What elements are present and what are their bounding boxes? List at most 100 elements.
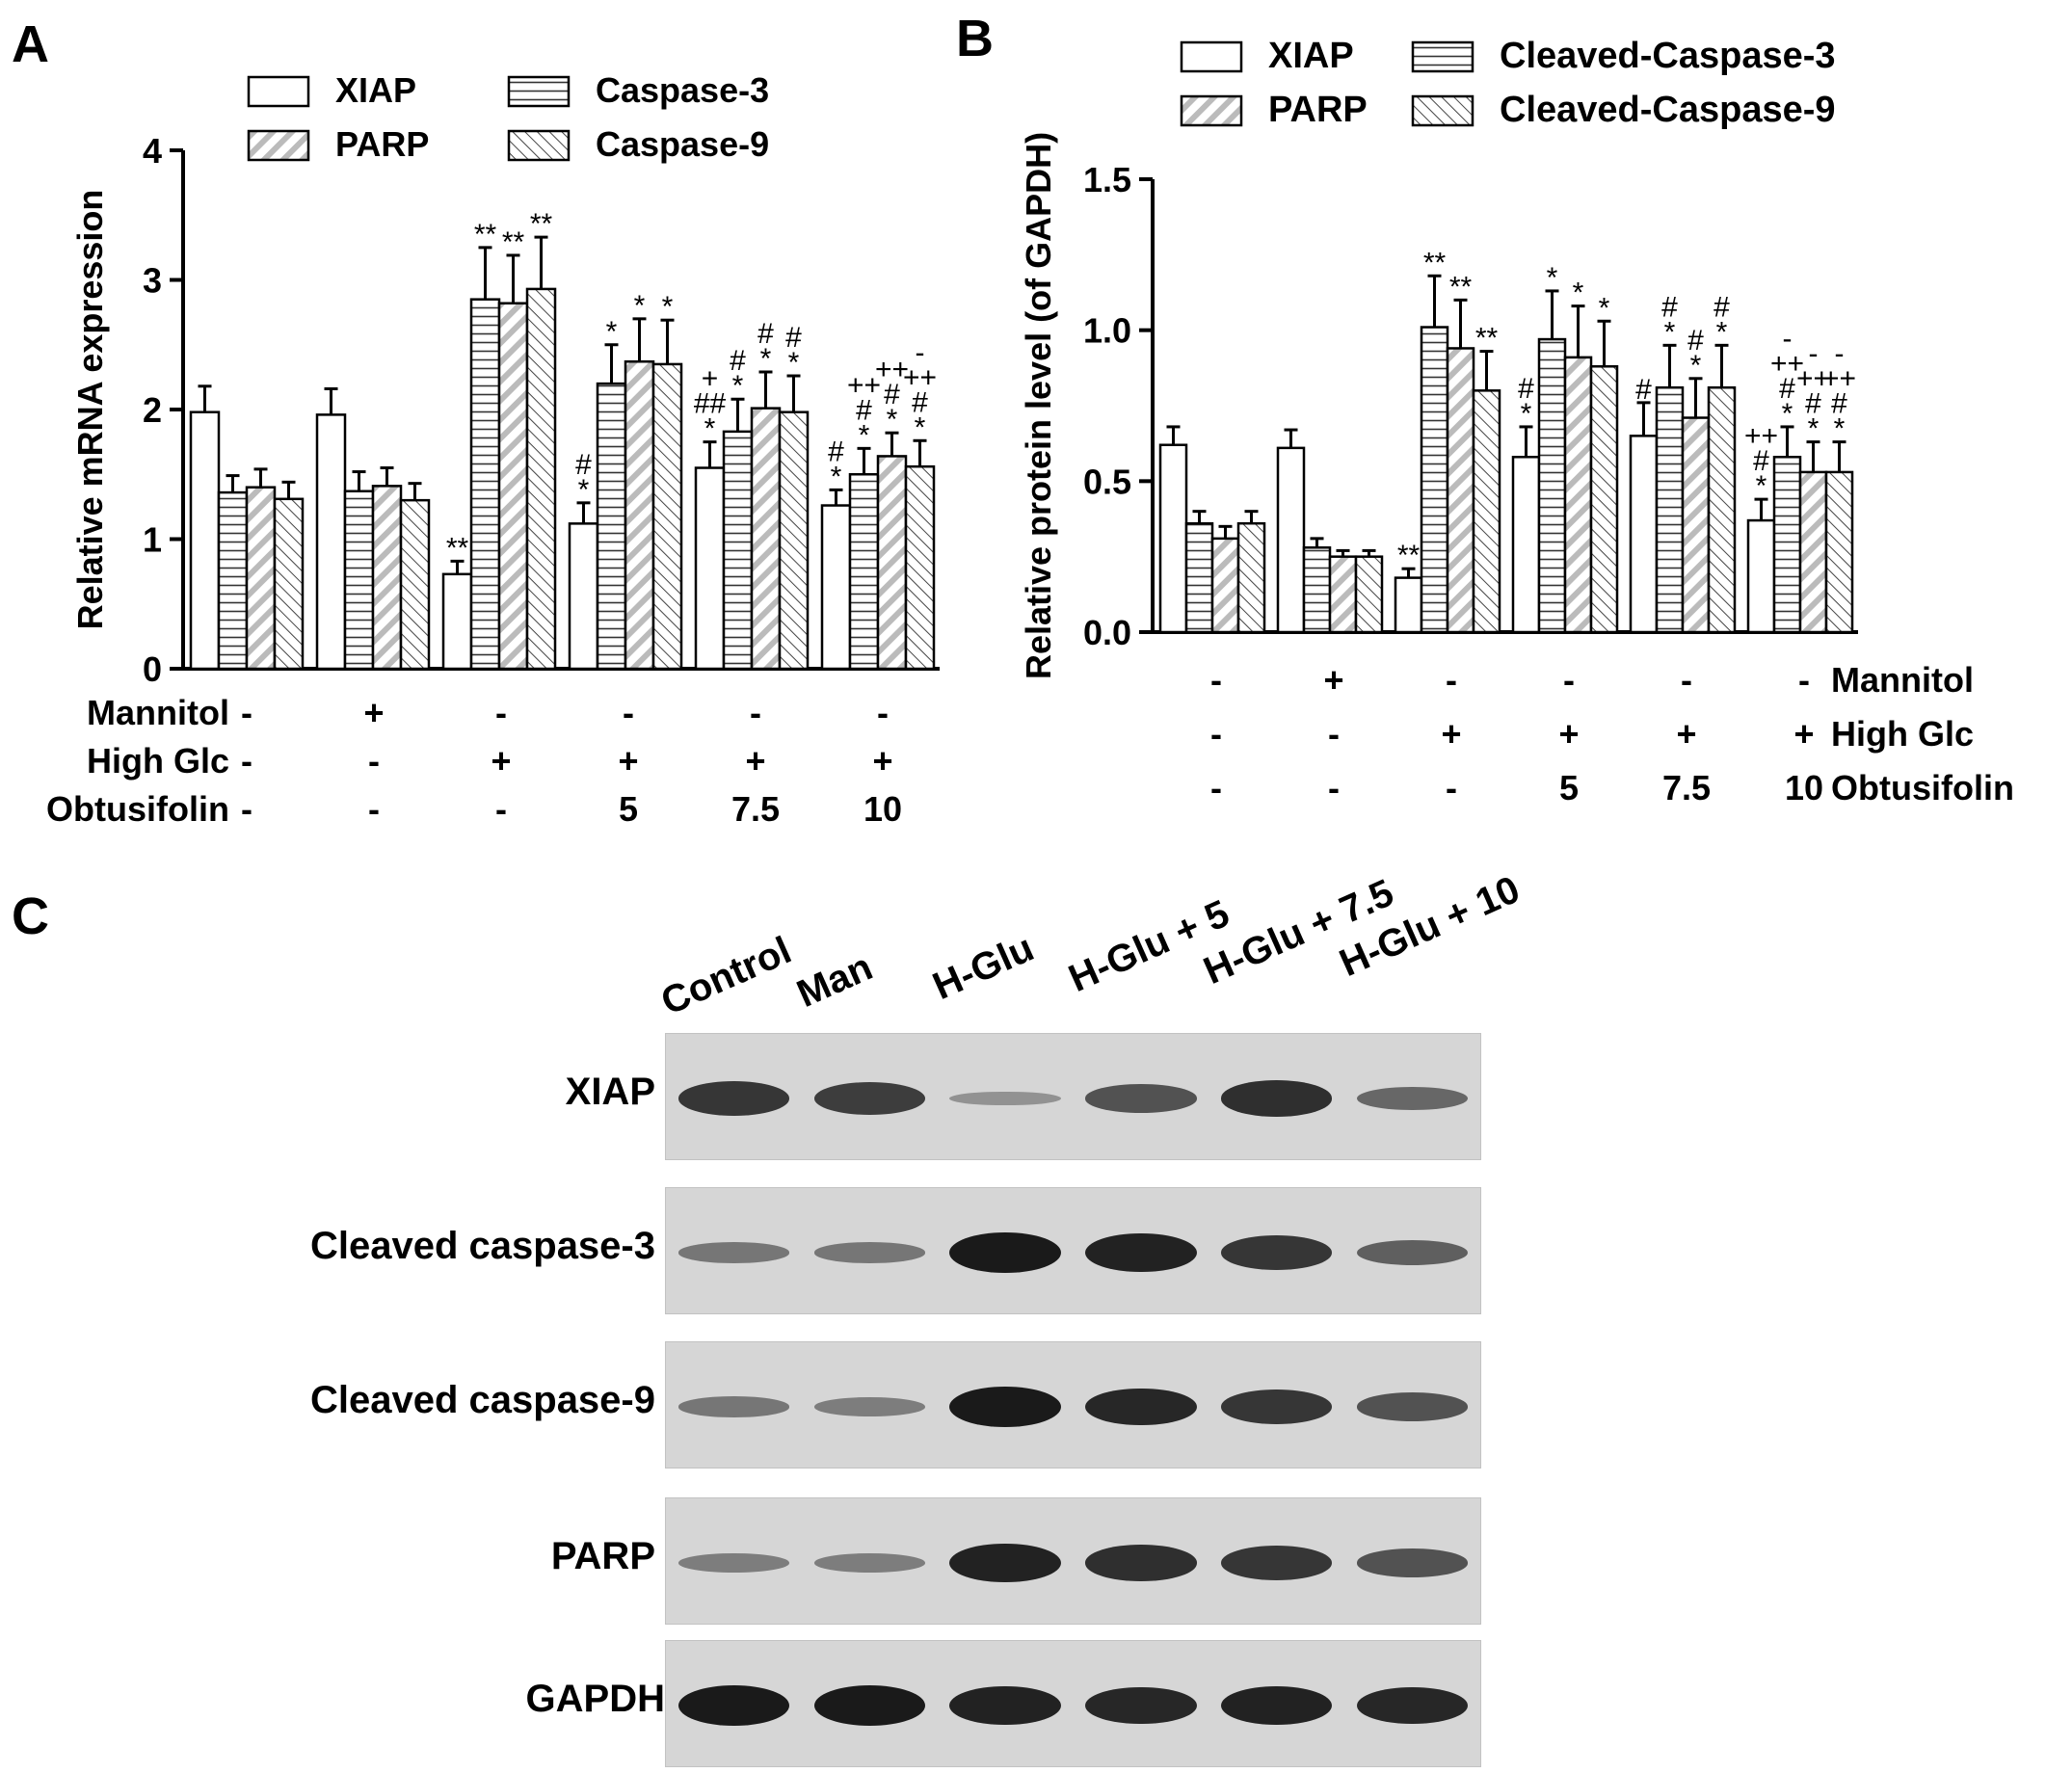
significance-mark: * [760, 343, 772, 375]
condition-value-high-glc: + [745, 741, 765, 781]
bar-caspase-3 [217, 490, 249, 671]
legend-swatch-parp [247, 129, 310, 162]
condition-value-mannitol: + [363, 693, 384, 732]
band-cleaved-caspase-3-lane-5 [1221, 1235, 1333, 1270]
band-gapdh-lane-2 [813, 1685, 925, 1726]
band-xiap-lane-1 [677, 1081, 790, 1116]
band-gapdh-lane-6 [1356, 1686, 1469, 1725]
bar-parp [245, 486, 277, 671]
band-cleaved-caspase-9-lane-6 [1356, 1392, 1469, 1421]
band-cleaved-caspase-3-lane-4 [1085, 1232, 1197, 1273]
significance-mark: * [634, 290, 646, 322]
band-gapdh-lane-5 [1221, 1685, 1333, 1726]
bar-parp [1210, 537, 1240, 634]
band-gapdh-lane-1 [677, 1685, 790, 1726]
blot-row-label-xiap: XIAP [565, 1071, 655, 1113]
y-tick-label: 0.0 [1083, 613, 1131, 652]
bar-cleaved-caspase-3 [1184, 521, 1214, 634]
bar-parp [1563, 356, 1593, 634]
significance-mark: ** [530, 208, 553, 240]
legend-swatch-caspase-9 [507, 129, 571, 162]
significance-mark: # [1518, 373, 1534, 405]
condition-value-high-glc: + [1441, 714, 1461, 754]
blot-strip-cleaved-caspase-9 [665, 1341, 1481, 1469]
bar-parp [1328, 555, 1358, 634]
bar-caspase-9 [904, 464, 936, 671]
band-cleaved-caspase-3-lane-3 [949, 1232, 1061, 1273]
significance-mark: # [1635, 374, 1652, 406]
condition-value-obtusifolin: 7.5 [731, 789, 780, 829]
condition-value-high-glc: - [241, 741, 252, 781]
bar-xiap [1746, 518, 1776, 634]
lane-label-control: Control [654, 929, 798, 1024]
significance-mark: + [702, 363, 719, 395]
significance-mark: # [1779, 373, 1795, 405]
condition-value-obtusifolin: 7.5 [1662, 768, 1711, 807]
significance-mark: * [887, 404, 898, 436]
band-cleaved-caspase-3-lane-1 [677, 1242, 790, 1263]
legend-label-cleaved-caspase-3: Cleaved-Caspase-3 [1500, 36, 1836, 76]
y-tick-label: 1 [143, 520, 162, 560]
bar-cleaved-caspase-9 [1236, 521, 1266, 634]
lane-label-man: Man [790, 945, 879, 1017]
bar-cleaved-caspase-9 [1472, 389, 1501, 634]
significance-mark: # [730, 345, 746, 377]
legend-label-parp: PARP [1268, 90, 1368, 130]
condition-value-high-glc: + [1676, 714, 1696, 754]
condition-label-mannitol: Mannitol [87, 693, 229, 732]
band-xiap-lane-5 [1221, 1080, 1333, 1117]
band-parp-lane-5 [1221, 1546, 1333, 1580]
band-cleaved-caspase-9-lane-3 [949, 1387, 1061, 1427]
band-xiap-lane-6 [1356, 1086, 1469, 1111]
bar-cleaved-caspase-3 [1420, 326, 1449, 634]
condition-value-high-glc: + [491, 741, 511, 781]
panel-letter-b: B [956, 10, 994, 67]
y-tick-label: 2 [143, 390, 162, 430]
band-cleaved-caspase-9-lane-2 [813, 1397, 925, 1416]
band-parp-lane-4 [1085, 1545, 1197, 1581]
significance-mark: ## [694, 388, 727, 420]
bar-caspase-9 [651, 362, 683, 671]
y-tick-label: 1.0 [1083, 311, 1131, 351]
significance-mark: ++ [1796, 363, 1830, 395]
bar-cleaved-caspase-3 [1302, 546, 1332, 634]
condition-label-obtusifolin: Obtusifolin [46, 789, 229, 829]
y-tick-label: 0 [143, 649, 162, 689]
bar-parp [1446, 347, 1475, 634]
condition-value-obtusifolin: - [495, 789, 507, 829]
significance-mark: # [1805, 388, 1821, 420]
band-cleaved-caspase-9-lane-4 [1085, 1388, 1197, 1426]
y-axis-label: Relative mRNA expression [70, 190, 110, 630]
condition-value-mannitol: - [623, 693, 634, 732]
lane-label-h-glu-5: H-Glu + 5 [1062, 892, 1235, 1001]
significance-mark: ++ [903, 361, 937, 393]
significance-mark: * [1599, 292, 1610, 324]
bar-cleaved-caspase-3 [1537, 337, 1567, 634]
condition-label-mannitol: Mannitol [1831, 660, 1974, 700]
condition-value-high-glc: - [368, 741, 380, 781]
bar-xiap [820, 504, 852, 671]
blot-strip-cleaved-caspase-3 [665, 1187, 1481, 1314]
significance-mark: * [1547, 262, 1558, 294]
significance-mark: ** [474, 219, 497, 251]
bar-cleaved-caspase-3 [1655, 385, 1685, 634]
condition-value-mannitol: - [495, 693, 507, 732]
significance-mark: ** [1423, 247, 1447, 278]
y-tick-label: 4 [143, 131, 162, 171]
legend-swatch-xiap [1180, 40, 1243, 73]
bar-xiap [1394, 576, 1423, 634]
significance-mark: # [1661, 291, 1678, 323]
bar-caspase-9 [778, 410, 810, 671]
condition-value-obtusifolin: 10 [1785, 768, 1823, 807]
condition-value-mannitol: - [1798, 660, 1810, 700]
blot-row-label-cleaved-caspase-3: Cleaved caspase-3 [309, 1225, 655, 1267]
blot-row-label-cleaved-caspase-9: Cleaved caspase-9 [309, 1379, 655, 1421]
band-parp-lane-2 [813, 1553, 925, 1573]
significance-mark: * [1521, 398, 1532, 430]
bar-xiap [568, 522, 599, 671]
significance-mark: ++ [1744, 420, 1778, 452]
bar-xiap [1629, 435, 1659, 634]
blot-strip-xiap [665, 1033, 1481, 1160]
western-blot: Control Man H-Glu H-Glu + 5 H-Glu + 7.5 H-Glu… [0, 868, 2072, 1773]
